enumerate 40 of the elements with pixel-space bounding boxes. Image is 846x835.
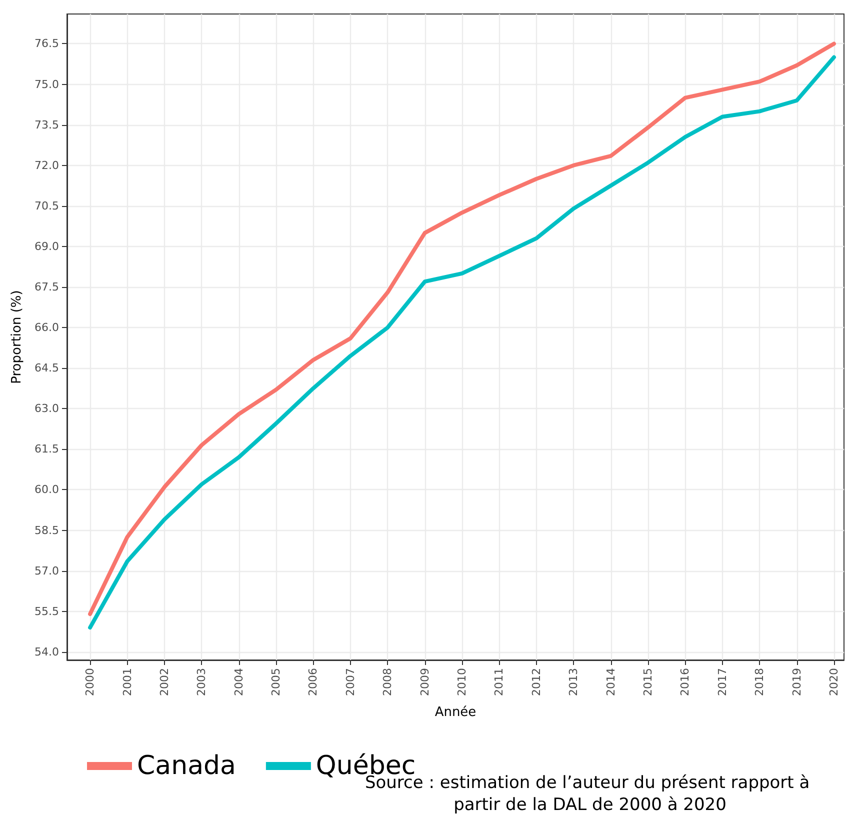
legend-label: Canada: [137, 751, 236, 781]
y-tick-label: 60.0: [34, 483, 59, 496]
x-tick-label: 2008: [381, 668, 394, 696]
x-tick-label: 2006: [306, 668, 320, 696]
y-tick-label: 76.5: [34, 37, 59, 50]
x-tick-label: 2013: [567, 668, 580, 696]
y-tick-label: 72.0: [34, 158, 59, 172]
y-axis-title: Proportion (%): [10, 290, 25, 384]
y-tick-label: 57.0: [34, 564, 59, 578]
y-tick-label: 64.5: [34, 362, 59, 375]
x-tick-label: 2014: [604, 668, 618, 696]
y-tick-label: 58.5: [34, 524, 59, 537]
x-tick-label: 2009: [418, 668, 432, 696]
y-tick-label: 61.5: [34, 442, 59, 456]
y-tick-label: 69.0: [34, 240, 59, 253]
x-tick-label: 2019: [790, 668, 804, 696]
x-tick-label: 2016: [678, 668, 692, 696]
x-tick-label: 2010: [456, 668, 469, 696]
y-tick-label: 63.0: [34, 402, 59, 416]
y-tick-label: 73.5: [34, 118, 59, 132]
x-tick-label: 2000: [84, 668, 97, 696]
y-tick-label: 55.5: [34, 604, 59, 618]
x-tick-label: 2003: [195, 668, 208, 696]
x-tick-label: 2011: [492, 668, 506, 696]
y-tick-label: 54.0: [34, 645, 59, 658]
y-tick-label: 66.0: [34, 321, 59, 334]
y-tick-label: 67.5: [34, 280, 59, 294]
x-axis-title: Année: [434, 705, 476, 720]
x-tick-label: 2015: [641, 668, 654, 696]
y-tick-label: 70.5: [34, 199, 59, 212]
x-tick-label: 2018: [753, 668, 766, 696]
x-tick-label: 2017: [716, 668, 729, 696]
x-tick-label: 2002: [158, 668, 171, 696]
x-tick-label: 2007: [344, 668, 357, 696]
x-tick-label: 2004: [232, 668, 246, 696]
x-tick-label: 2020: [827, 668, 840, 696]
y-tick-label: 75.0: [34, 78, 59, 91]
x-tick-label: 2005: [270, 668, 283, 696]
x-tick-label: 2012: [530, 668, 543, 696]
x-tick-label: 2001: [120, 668, 134, 696]
